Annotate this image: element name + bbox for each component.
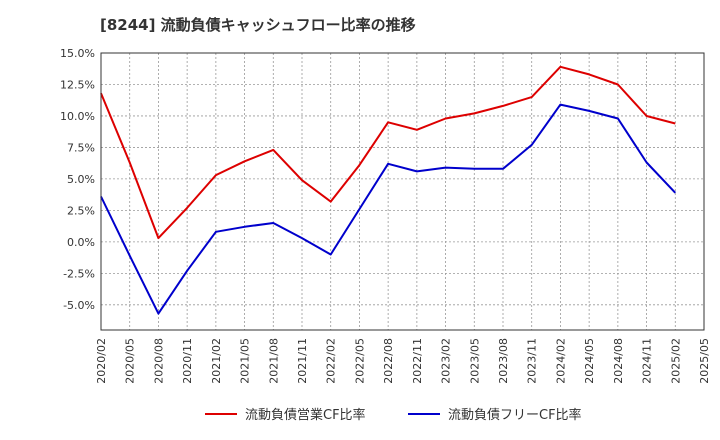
y-tick-label: 0.0% [67, 236, 95, 249]
x-axis: 2020/02 2020/05 2020/08 2020/11 2021/02 2021/… [95, 338, 711, 384]
x-tick-label: 2023/02 [440, 338, 453, 384]
y-tick-label: 7.5% [67, 141, 95, 154]
x-tick-label: 2023/08 [497, 338, 510, 384]
series-line-operating-cf [100, 65, 676, 240]
x-tick-label: 2025/02 [669, 338, 682, 384]
x-tick-label: 2024/11 [641, 338, 654, 384]
y-axis: 15.0% 12.5% 10.0% 7.5% 5.0% 2.5% 0.0% -2.5% -5.0… [60, 47, 95, 312]
chart-title: [8244] 流動負債キャッシュフロー比率の推移 [100, 16, 416, 34]
legend-label-operating-cf: 流動負債営業CF比率 [245, 407, 366, 423]
x-tick-label: 2022/11 [411, 338, 424, 384]
series-layer [100, 65, 677, 315]
x-tick-label: 2024/02 [554, 338, 567, 384]
x-tick-label: 2020/05 [124, 338, 137, 384]
x-tick-label: 2022/08 [382, 338, 395, 384]
x-tick-label: 2023/11 [526, 338, 539, 384]
y-tick-label: 15.0% [60, 47, 95, 60]
x-tick-label: 2021/11 [296, 338, 309, 384]
x-tick-label: 2021/02 [210, 338, 223, 384]
legend: 流動負債営業CF比率 流動負債フリーCF比率 [205, 407, 582, 423]
x-tick-label: 2022/02 [325, 338, 338, 384]
x-tick-label: 2020/08 [152, 338, 165, 384]
x-tick-label: 2021/05 [239, 338, 252, 384]
y-tick-label: 2.5% [67, 204, 95, 217]
x-tick-label: 2022/05 [353, 338, 366, 384]
y-tick-label: 10.0% [60, 110, 95, 123]
y-tick-label: 12.5% [60, 78, 95, 91]
y-tick-label: -2.5% [63, 267, 95, 280]
series-line-free-cf [100, 103, 677, 315]
x-tick-label: 2020/11 [181, 338, 194, 384]
x-tick-label: 2020/02 [95, 338, 108, 384]
x-tick-label: 2023/05 [468, 338, 481, 384]
y-tick-label: -5.0% [63, 299, 95, 312]
x-tick-label: 2024/08 [612, 338, 625, 384]
y-tick-label: 5.0% [67, 173, 95, 186]
plot-background [101, 53, 704, 330]
grid [101, 53, 704, 330]
legend-label-free-cf: 流動負債フリーCF比率 [448, 407, 582, 423]
x-tick-label: 2025/05 [698, 338, 711, 384]
plot-frame [100, 52, 705, 331]
x-tick-label: 2024/05 [583, 338, 596, 384]
x-tick-label: 2021/08 [267, 338, 280, 384]
